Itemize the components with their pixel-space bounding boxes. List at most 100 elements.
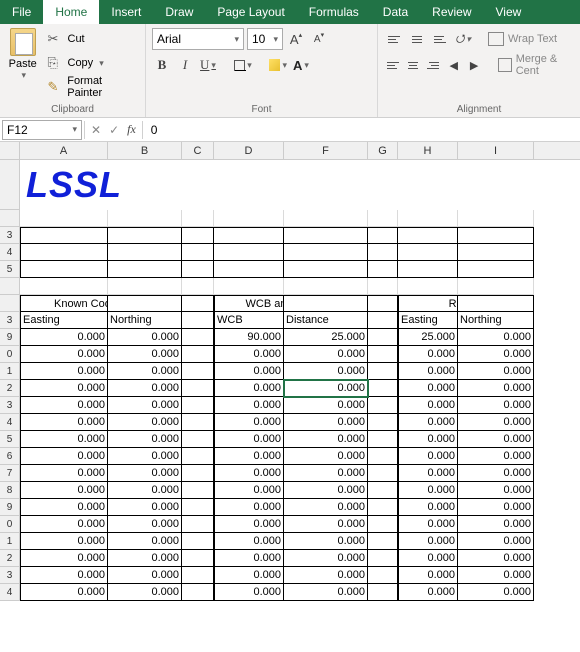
cell[interactable] — [182, 499, 214, 516]
row-header[interactable]: 3 — [0, 312, 20, 329]
data-cell[interactable]: 0.000 — [284, 448, 368, 465]
data-cell[interactable]: 0.000 — [108, 567, 182, 584]
data-cell[interactable]: 0.000 — [458, 584, 534, 601]
data-cell[interactable]: 0.000 — [108, 550, 182, 567]
data-cell[interactable]: 0.000 — [108, 482, 182, 499]
cell[interactable] — [182, 312, 214, 329]
cell[interactable] — [182, 227, 214, 244]
tab-review[interactable]: Review — [420, 0, 483, 24]
align-top-button[interactable] — [384, 28, 404, 50]
cell[interactable] — [182, 584, 214, 601]
data-cell[interactable]: 0.000 — [398, 363, 458, 380]
name-box[interactable]: F12▾ — [2, 120, 82, 140]
data-cell[interactable]: 0.000 — [108, 346, 182, 363]
cell[interactable] — [458, 227, 534, 244]
col-header[interactable]: A — [20, 142, 108, 159]
cell[interactable] — [368, 329, 398, 346]
paste-button[interactable]: Paste ▾ — [4, 26, 42, 102]
data-cell[interactable]: 0.000 — [398, 465, 458, 482]
data-cell[interactable]: 0.000 — [458, 482, 534, 499]
data-cell[interactable]: 0.000 — [398, 499, 458, 516]
data-cell[interactable]: 0.000 — [458, 465, 534, 482]
col-header[interactable]: D — [214, 142, 284, 159]
data-cell[interactable]: 0.000 — [398, 448, 458, 465]
data-cell[interactable]: 0.000 — [398, 584, 458, 601]
data-cell[interactable]: 0.000 — [284, 550, 368, 567]
data-cell[interactable]: 0.000 — [108, 499, 182, 516]
data-cell[interactable]: 0.000 — [458, 397, 534, 414]
row-header[interactable]: 0 — [0, 516, 20, 533]
data-cell[interactable]: 0.000 — [20, 414, 108, 431]
cell[interactable] — [182, 363, 214, 380]
cell[interactable] — [458, 244, 534, 261]
data-cell[interactable]: 0.000 — [284, 584, 368, 601]
data-cell[interactable]: 0.000 — [20, 363, 108, 380]
cell[interactable] — [182, 533, 214, 550]
indent-left-button[interactable]: ◀ — [445, 54, 462, 76]
row-header[interactable]: 7 — [0, 465, 20, 482]
data-cell[interactable]: 0.000 — [398, 567, 458, 584]
cell[interactable] — [182, 482, 214, 499]
cell[interactable] — [214, 227, 284, 244]
cell[interactable] — [182, 278, 214, 295]
data-cell[interactable]: 0.000 — [458, 516, 534, 533]
cell[interactable] — [368, 482, 398, 499]
cell[interactable] — [368, 380, 398, 397]
data-cell[interactable]: 0.000 — [458, 567, 534, 584]
data-cell[interactable]: 0.000 — [398, 482, 458, 499]
cell[interactable] — [182, 414, 214, 431]
section-known[interactable]: Known Coordinates — [20, 295, 108, 312]
align-right-button[interactable] — [425, 54, 442, 76]
data-cell[interactable]: 0.000 — [108, 380, 182, 397]
cell[interactable]: www.lichfieldsurveysupplies.co.uk — [20, 261, 108, 278]
tab-home[interactable]: Home — [43, 0, 99, 24]
merge-button[interactable]: Merge & Cent — [498, 54, 574, 76]
cell[interactable] — [108, 244, 182, 261]
border-button[interactable]: ▾ — [233, 54, 253, 76]
data-cell[interactable]: 0.000 — [214, 431, 284, 448]
data-cell[interactable]: 0.000 — [458, 380, 534, 397]
data-cell[interactable]: 0.000 — [458, 346, 534, 363]
data-cell[interactable]: 0.000 — [284, 346, 368, 363]
cell[interactable] — [368, 312, 398, 329]
cell[interactable] — [214, 244, 284, 261]
font-size-select[interactable]: 10▾ — [247, 28, 283, 50]
align-bottom-button[interactable] — [430, 28, 450, 50]
cell[interactable] — [368, 533, 398, 550]
cell[interactable] — [368, 584, 398, 601]
indent-right-button[interactable]: ▶ — [465, 54, 482, 76]
cell[interactable] — [398, 210, 458, 227]
cell[interactable] — [182, 210, 214, 227]
cell[interactable] — [368, 227, 398, 244]
data-cell[interactable]: 0.000 — [284, 414, 368, 431]
data-cell[interactable]: 0.000 — [20, 584, 108, 601]
cell[interactable] — [368, 448, 398, 465]
row-header[interactable]: 3 — [0, 397, 20, 414]
data-cell[interactable]: 0.000 — [398, 380, 458, 397]
data-cell[interactable]: 0.000 — [398, 533, 458, 550]
data-cell[interactable]: 0.000 — [284, 397, 368, 414]
data-cell[interactable]: 0.000 — [398, 431, 458, 448]
row-header[interactable]: 5 — [0, 261, 20, 278]
cell[interactable] — [284, 210, 368, 227]
row-header[interactable] — [0, 210, 20, 227]
cell[interactable] — [398, 278, 458, 295]
data-cell[interactable]: 25.000 — [284, 329, 368, 346]
cell[interactable] — [182, 244, 214, 261]
tab-draw[interactable]: Draw — [153, 0, 205, 24]
cell[interactable] — [20, 210, 108, 227]
cell[interactable] — [398, 261, 458, 278]
cell[interactable] — [182, 448, 214, 465]
cell[interactable] — [368, 295, 398, 312]
row-header[interactable]: 1 — [0, 363, 20, 380]
cell[interactable] — [368, 414, 398, 431]
cell[interactable] — [182, 465, 214, 482]
data-cell[interactable]: 0.000 — [20, 448, 108, 465]
data-cell[interactable]: 0.000 — [214, 465, 284, 482]
cell[interactable] — [368, 363, 398, 380]
cell[interactable] — [284, 227, 368, 244]
cancel-formula-button[interactable]: ✕ — [91, 123, 101, 137]
data-cell[interactable]: 0.000 — [214, 516, 284, 533]
cell[interactable] — [368, 278, 398, 295]
data-cell[interactable]: 0.000 — [214, 482, 284, 499]
